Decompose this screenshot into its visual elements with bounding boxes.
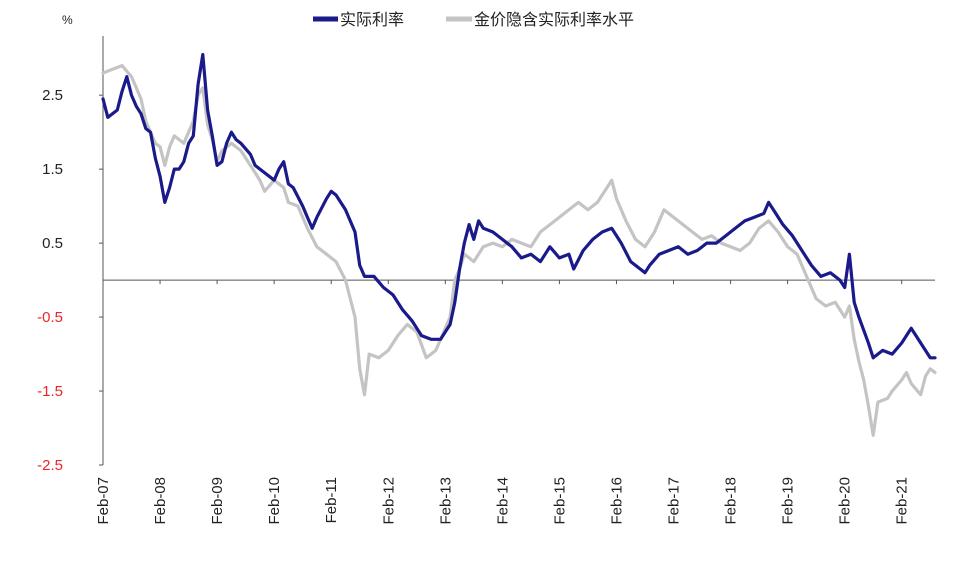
y-tick-label: 0.5 [42, 235, 63, 252]
y-axis: 2.5 1.5 0.5 -0.5 -1.5 -2.5 [37, 36, 104, 474]
y-tick-label: 1.5 [42, 161, 63, 178]
x-tick-label: Feb-11 [323, 477, 340, 523]
x-tick-label: Feb-16 [608, 477, 625, 525]
y-tick-label: 2.5 [42, 87, 63, 104]
series-layer [101, 52, 937, 437]
x-tick-label: Feb-13 [437, 477, 454, 525]
x-axis: Feb-07 Feb-08 Feb-09 Feb-10 Feb-11 Feb-12 Feb-… [95, 279, 935, 525]
x-tick-label: Feb-21 [894, 477, 911, 525]
x-tick-label: Feb-19 [780, 477, 797, 525]
series-line-real-rate [101, 52, 937, 360]
x-tick-label: Feb-08 [152, 477, 169, 525]
y-tick-label: -0.5 [37, 309, 63, 326]
y-tick-label: -2.5 [37, 457, 63, 474]
legend-label-real-rate: 实际利率 [340, 10, 404, 29]
x-tick-label: Feb-17 [666, 477, 683, 525]
x-tick-label: Feb-10 [266, 477, 283, 525]
x-tick-label: Feb-12 [380, 477, 397, 525]
x-tick-label: Feb-18 [723, 477, 740, 525]
x-tick-label: Feb-09 [209, 477, 226, 525]
chart-legend: 实际利率 金价隐含实际利率水平 [313, 10, 634, 29]
y-axis-unit-label: % [62, 13, 73, 27]
legend-label-gold-implied-rate: 金价隐含实际利率水平 [474, 10, 634, 29]
y-tick-label: -1.5 [37, 383, 63, 400]
x-tick-label: Feb-14 [494, 477, 511, 525]
x-tick-label: Feb-20 [837, 477, 854, 525]
x-tick-label: Feb-15 [551, 477, 568, 525]
x-tick-label: Feb-07 [95, 477, 112, 525]
series-line-gold-implied-rate [101, 63, 937, 437]
